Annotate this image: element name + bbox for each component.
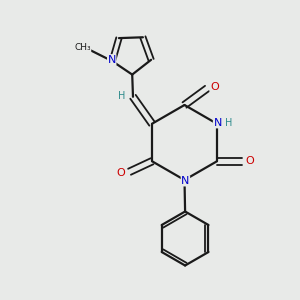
Text: H: H [118, 91, 125, 101]
Text: N: N [107, 55, 116, 65]
Text: O: O [210, 82, 219, 92]
Text: O: O [117, 168, 125, 178]
Text: O: O [246, 156, 254, 166]
Text: H: H [225, 118, 232, 128]
Text: N: N [213, 118, 222, 128]
Text: N: N [181, 176, 190, 186]
Text: CH₃: CH₃ [74, 43, 91, 52]
